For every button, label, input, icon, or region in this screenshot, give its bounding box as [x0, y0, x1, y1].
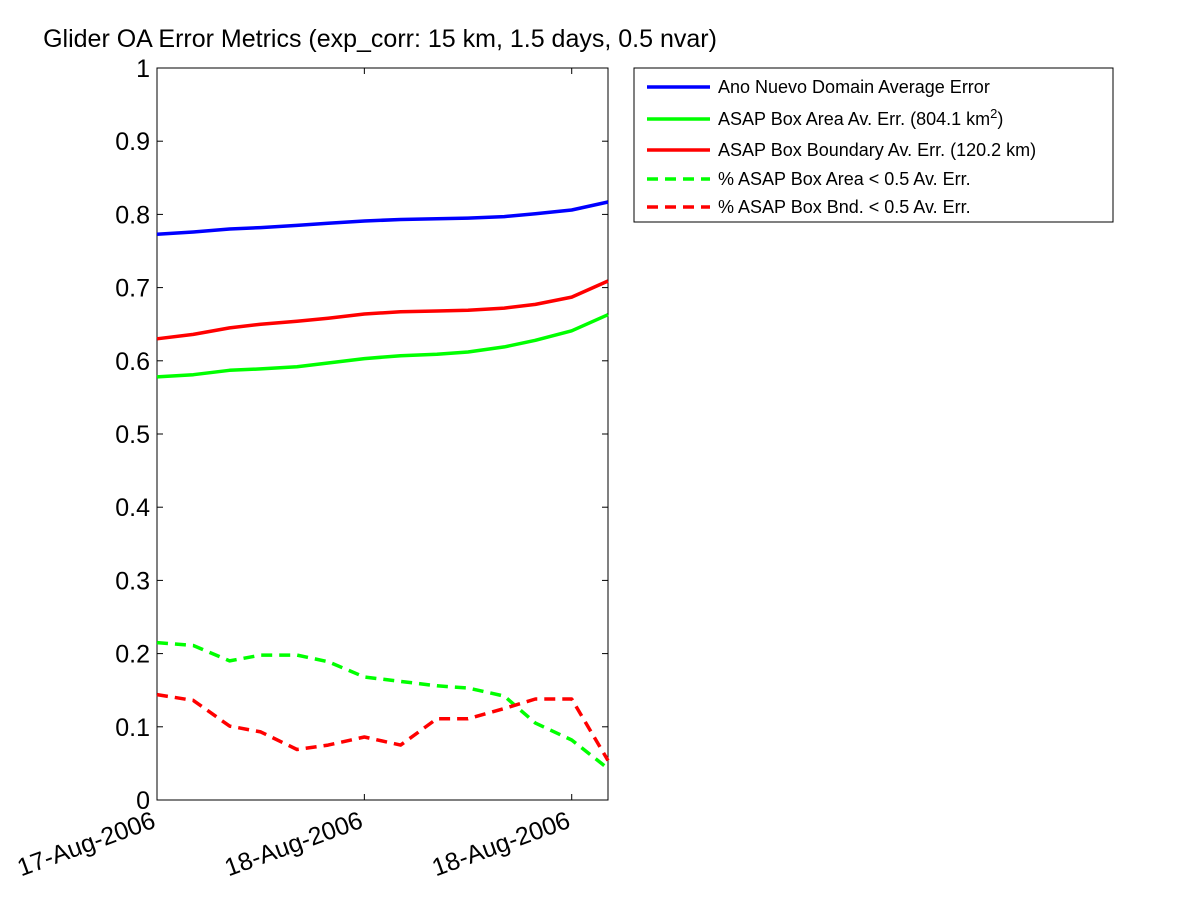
legend-label-2: ASAP Box Area Av. Err. (804.1 km2)	[718, 106, 1003, 129]
series-line-2	[156, 313, 609, 379]
series-line-5	[156, 692, 610, 762]
legend-label-text: Ano Nuevo Domain Average Error	[718, 77, 990, 97]
legend-label-suffix: )	[997, 109, 1003, 129]
legend-label-text: % ASAP Box Bnd. < 0.5 Av. Err.	[718, 197, 971, 217]
y-tick-label: 0.9	[115, 128, 150, 156]
y-tick-label: 0.8	[115, 201, 150, 229]
y-tick-label: 0.3	[115, 567, 150, 595]
y-tick-label: 0.6	[115, 348, 150, 376]
x-tick-label: 17-Aug-2006	[14, 806, 159, 882]
legend-label-4: % ASAP Box Area < 0.5 Av. Err.	[718, 169, 971, 189]
legend-label-text: % ASAP Box Area < 0.5 Av. Err.	[718, 169, 971, 189]
series-line-4	[156, 640, 610, 770]
series-line-1	[156, 200, 609, 236]
series-line-3	[156, 279, 609, 341]
legend-label-text: ASAP Box Boundary Av. Err. (120.2 km)	[718, 140, 1036, 160]
plot-area	[156, 67, 609, 801]
y-tick-label: 0.1	[115, 714, 150, 742]
legend-label-text: ASAP Box Area Av. Err. (804.1 km	[718, 109, 990, 129]
y-tick-label: 0.4	[115, 494, 150, 522]
y-tick-label: 0	[136, 787, 150, 815]
y-tick-label: 0.2	[115, 641, 150, 669]
legend-box	[633, 67, 1114, 223]
legend-label-superscript: 2	[990, 106, 997, 121]
chart-title: Glider OA Error Metrics (exp_corr: 15 km…	[43, 25, 717, 53]
y-tick-label: 0.7	[115, 275, 150, 303]
legend-label-5: % ASAP Box Bnd. < 0.5 Av. Err.	[718, 197, 971, 217]
legend-label-3: ASAP Box Boundary Av. Err. (120.2 km)	[718, 140, 1036, 160]
y-tick-label: 1	[136, 55, 150, 83]
legend: Ano Nuevo Domain Average Error ASAP Box A…	[633, 67, 1114, 223]
legend-label-1: Ano Nuevo Domain Average Error	[718, 77, 990, 97]
x-tick-label: 18-Aug-2006	[221, 806, 366, 882]
y-tick-label: 0.5	[115, 421, 150, 449]
x-tick-label: 18-Aug-2006	[428, 806, 573, 882]
